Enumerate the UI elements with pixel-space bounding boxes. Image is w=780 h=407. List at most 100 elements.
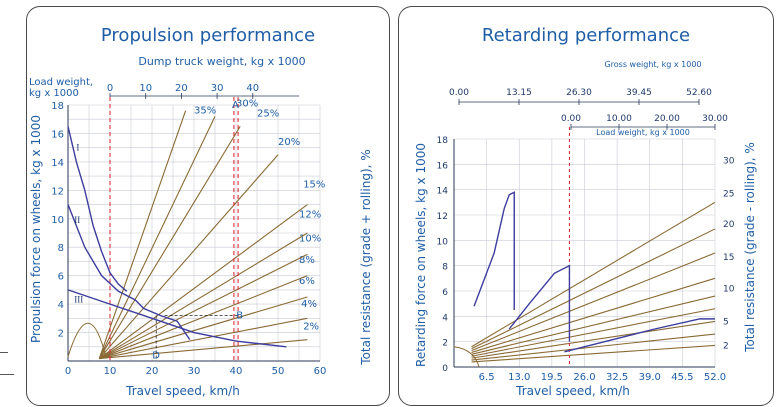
x-tick-label: 39.0 — [639, 372, 661, 383]
x-tick-label: 45.5 — [671, 372, 693, 383]
y-tick-label: 14 — [51, 158, 64, 169]
resistance-line — [98, 154, 279, 359]
top-axis-tick-label: 20 — [175, 83, 188, 94]
x-tick-label: 30 — [188, 366, 201, 377]
load-weight-tick-label: 30.00 — [702, 114, 728, 124]
edge-rule — [0, 352, 8, 353]
resistance-label: 12% — [299, 209, 321, 220]
top-axis-tick-label: 30 — [211, 83, 224, 94]
x-tick-label: 20 — [146, 366, 159, 377]
x-axis-title: Travel speed, km/h — [515, 384, 630, 398]
resistance-line — [99, 339, 308, 360]
load-weight-tick-label: 10.00 — [606, 114, 632, 124]
gross-weight-tick-label: 0.00 — [449, 88, 469, 98]
y-tick-label: 18 — [437, 136, 449, 146]
resistance-line — [471, 252, 716, 352]
resistance-line — [471, 277, 716, 353]
resistance-label: 10% — [299, 234, 321, 245]
y-tick-label: 12 — [51, 186, 64, 197]
resistance-line — [99, 317, 308, 360]
gear-curve-III — [67, 289, 287, 348]
resistance-line — [98, 232, 308, 360]
load-weight-tick-label: 20.00 — [654, 114, 680, 124]
resistance-tick-label: 30 — [723, 157, 735, 167]
gear-label: III — [74, 295, 83, 305]
load-weight-axis-title: Load weight, kg x 1000 — [596, 128, 690, 137]
retarding-chart: Retarding performance Gross weight, kg x… — [414, 25, 757, 398]
y-tick-label: 12 — [437, 212, 448, 222]
resistance-origin-curve — [67, 323, 107, 357]
x-tick-label: 10 — [104, 366, 117, 377]
propulsion-chart: Propulsion performance Dump truck weight… — [29, 25, 373, 398]
resistance-line — [471, 333, 716, 361]
y-tick-label: 10 — [51, 215, 64, 226]
x-axis-title: Travel speed, km/h — [125, 384, 240, 398]
resistance-label: 20% — [278, 137, 300, 148]
resistance-line — [98, 126, 241, 359]
y-axis-title: Propulsion force on wheels, kg x 1000 — [29, 115, 43, 343]
x-tick-label: 0 — [65, 366, 71, 377]
y-tick-label: 2 — [58, 329, 64, 340]
resistance-tick-label: 20 — [723, 220, 735, 230]
load-axis-title-line2: kg x 1000 — [29, 88, 79, 99]
resistance-label: 6% — [299, 276, 315, 287]
edge-rule — [0, 374, 14, 375]
y2-axis-title: Total resistance (grade - rolling), % — [743, 142, 757, 353]
resistance-line — [471, 228, 716, 350]
y-tick-label: 10 — [437, 237, 449, 247]
resistance-line — [99, 253, 308, 360]
load-weight-tick-label: 0.00 — [561, 114, 581, 124]
x-tick-label: 6.5 — [479, 372, 495, 383]
resistance-tick-label: 10 — [723, 284, 735, 294]
x-tick-label: 40 — [230, 366, 243, 377]
retarding-title: Retarding performance — [482, 25, 690, 46]
y-tick-label: 6 — [58, 272, 64, 283]
y-tick-label: 6 — [442, 288, 448, 298]
x-tick-label: 50 — [272, 366, 285, 377]
point-label-B: B — [236, 310, 243, 321]
resistance-label: 8% — [299, 255, 315, 266]
x-tick-label: 32.5 — [606, 372, 628, 383]
y-axis-title: Retarding force on wheels, kg x 1000 — [414, 143, 428, 367]
resistance-label: 25% — [257, 108, 279, 119]
resistance-line — [99, 275, 308, 360]
gross-weight-tick-label: 13.15 — [506, 88, 532, 98]
resistance-label: 4% — [301, 299, 317, 310]
resistance-line — [99, 296, 308, 360]
resistance-line — [471, 344, 716, 363]
point-label-A: A — [232, 100, 239, 111]
x-tick-label: 52.0 — [704, 372, 726, 383]
resistance-line — [98, 204, 308, 360]
resistance-tick-label: 15 — [723, 253, 734, 263]
resistance-line — [471, 320, 716, 359]
gear-label: I — [76, 143, 79, 153]
resistance-line — [471, 201, 716, 348]
gross-weight-tick-label: 39.45 — [626, 88, 652, 98]
y-tick-label: 16 — [51, 129, 64, 140]
retarding-curve-III — [564, 318, 715, 353]
retarding-curve-II — [508, 264, 571, 342]
y-tick-label: 18 — [51, 101, 64, 112]
propulsion-title: Propulsion performance — [101, 25, 315, 46]
gross-weight-axis-title: Gross weight, kg x 1000 — [604, 60, 701, 69]
propulsion-panel: Propulsion performance Dump truck weight… — [26, 6, 390, 406]
resistance-tick-label: 5 — [723, 317, 729, 327]
top-axis-tick-label: 10 — [139, 83, 152, 94]
resistance-line — [98, 110, 187, 359]
point-label-D: D — [152, 350, 160, 361]
resistance-line — [471, 295, 716, 355]
dump-truck-axis-title: Dump truck weight, kg x 1000 — [138, 55, 305, 68]
y-tick-label: 14 — [437, 187, 449, 197]
retarding-plot-area: 6.5 13.0 19.5 26.0 32.5 39.0 45.5 52.0 0 2 4 6 8 10 12… — [437, 88, 735, 383]
retarding-panel: Retarding performance Gross weight, kg x… — [398, 6, 774, 406]
resistance-label: 2% — [303, 322, 319, 333]
resistance-label: 35% — [194, 106, 216, 117]
top-axis-tick-label: 0 — [107, 83, 113, 94]
x-tick-label: 60 — [314, 366, 327, 377]
resistance-origin-curve — [453, 346, 480, 368]
propulsion-plot-area: 0 10 20 30 40 50 60 2 4 6 8 10 12 14 16 18 0 10 20 30 40 2% 4%… — [51, 83, 326, 377]
resistance-label: 30% — [236, 98, 258, 109]
gross-weight-tick-label: 52.60 — [686, 88, 712, 98]
y-tick-label: 4 — [442, 313, 448, 323]
resistance-tick-label: 25 — [723, 189, 734, 199]
